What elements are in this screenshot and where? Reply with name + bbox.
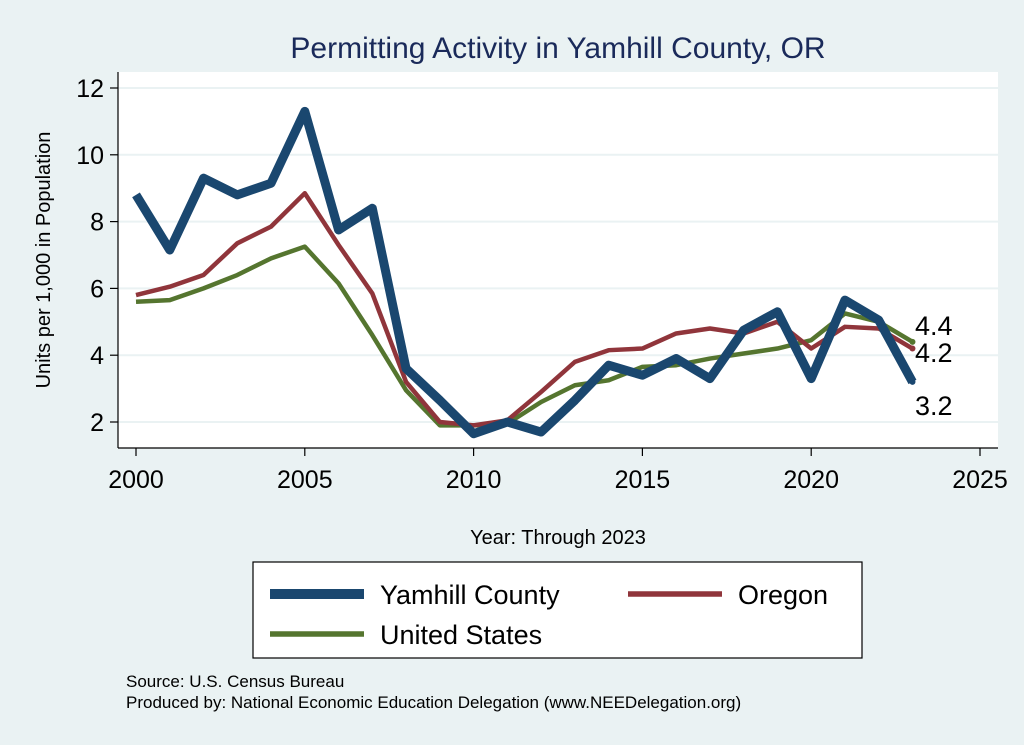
end-point-marker (909, 338, 916, 345)
legend-label: United States (380, 620, 542, 650)
y-axis-title: Units per 1,000 in Population (33, 132, 55, 389)
x-tick-label: 2025 (952, 466, 1008, 494)
y-tick-label: 12 (76, 75, 104, 103)
x-tick-label: 2005 (277, 466, 333, 494)
source-note: Source: U.S. Census Bureau (126, 672, 345, 691)
y-tick-label: 2 (90, 409, 104, 437)
y-tick-label: 8 (90, 209, 104, 237)
end-value-label: 4.2 (915, 338, 953, 368)
series-line-yamhill-county (132, 106, 917, 439)
legend-label: Oregon (738, 580, 828, 610)
series-line-united-states (135, 244, 914, 428)
chart-title: Permitting Activity in Yamhill County, O… (290, 32, 825, 65)
end-point-marker (909, 345, 916, 352)
x-tick-label: 2015 (615, 466, 671, 494)
y-tick-label: 10 (76, 142, 104, 170)
y-tick-label: 4 (90, 342, 104, 370)
end-value-label: 3.2 (915, 391, 953, 421)
x-tick-label: 2020 (783, 466, 839, 494)
x-tick-label: 2010 (446, 466, 502, 494)
end-point-marker (909, 378, 916, 385)
legend-label: Yamhill County (380, 580, 560, 610)
legend-box (252, 561, 863, 659)
x-axis-title: Year: Through 2023 (470, 527, 646, 549)
producer-note: Produced by: National Economic Education… (126, 693, 742, 712)
end-value-label: 4.4 (915, 311, 953, 341)
x-tick-label: 2000 (108, 466, 164, 494)
y-tick-label: 6 (90, 275, 104, 303)
